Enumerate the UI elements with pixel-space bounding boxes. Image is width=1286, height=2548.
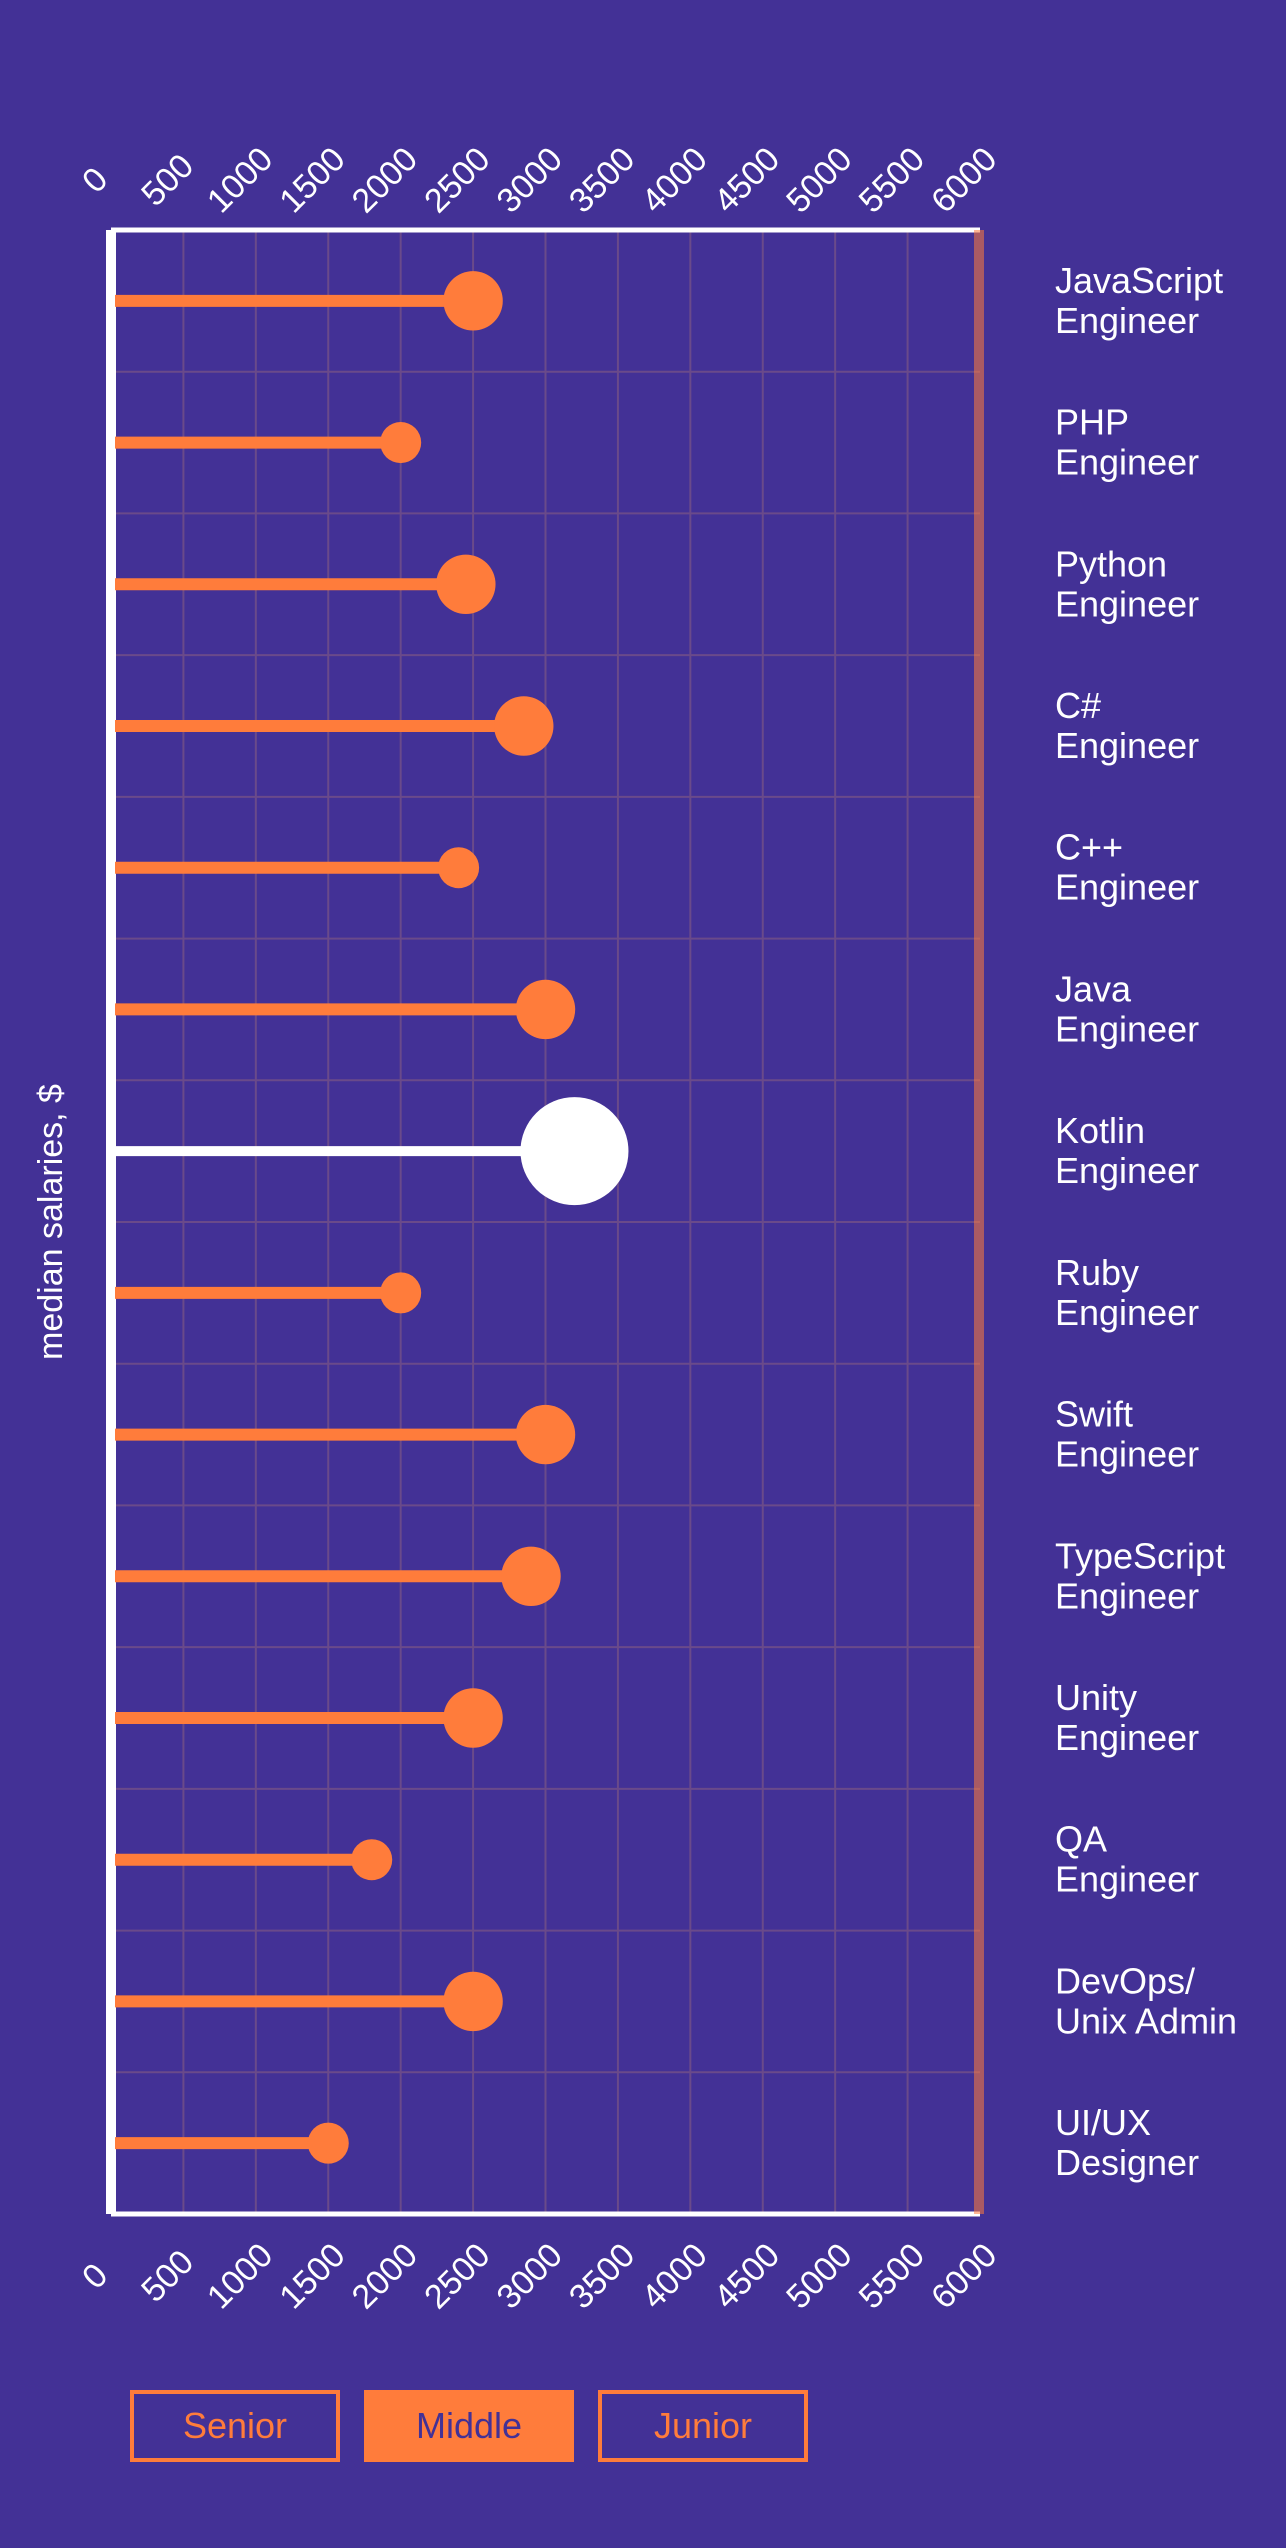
- lollipop-dot: [443, 271, 503, 331]
- category-label-line: DevOps/: [1055, 1960, 1195, 2001]
- category-label-line: Engineer: [1055, 1575, 1199, 1616]
- category-label: JavaScript Engineer: [1055, 260, 1223, 341]
- lollipop-dot: [443, 1971, 503, 2032]
- category-label-line: Unix Admin: [1055, 2000, 1237, 2041]
- lollipop-dot: [438, 847, 480, 889]
- category-label-line: Engineer: [1055, 1717, 1199, 1758]
- x-tick-label-bottom: 4500: [707, 2236, 787, 2316]
- category-label-line: C#: [1055, 685, 1101, 726]
- x-tick-label-top: 500: [134, 147, 201, 214]
- x-tick-label-bottom: 5500: [852, 2236, 932, 2316]
- x-tick-label-top: 3000: [490, 140, 570, 220]
- category-label-line: QA: [1055, 1819, 1107, 1860]
- x-tick-label-top: 6000: [924, 140, 1004, 220]
- tab-senior[interactable]: Senior: [130, 2390, 340, 2462]
- x-tick-label-bottom: 3000: [490, 2236, 570, 2316]
- category-label: Ruby Engineer: [1055, 1252, 1199, 1333]
- y-axis-title: median salaries, $: [32, 1084, 70, 1360]
- category-label-line: PHP: [1055, 402, 1129, 443]
- x-tick-label-top: 5500: [852, 140, 932, 220]
- lollipop-dot: [501, 1546, 561, 1606]
- x-tick-label-top: 5000: [779, 140, 859, 220]
- tab-middle[interactable]: Middle: [364, 2390, 574, 2462]
- tab-junior[interactable]: Junior: [598, 2390, 808, 2462]
- lollipop-dot: [443, 1688, 503, 1748]
- category-label-line: Swift: [1055, 1394, 1133, 1435]
- category-label: TypeScript Engineer: [1055, 1535, 1225, 1616]
- x-tick-label-top: 3500: [562, 140, 642, 220]
- lollipop-dot: [307, 2122, 349, 2164]
- category-label: Kotlin Engineer: [1055, 1110, 1199, 1191]
- category-label: DevOps/Unix Admin: [1055, 1960, 1237, 2041]
- category-label-line: Engineer: [1055, 1150, 1199, 1191]
- x-tick-label-top: 4500: [707, 140, 787, 220]
- category-label: QA Engineer: [1055, 1819, 1199, 1900]
- lollipop-dot: [515, 1404, 576, 1465]
- lollipop-dot: [380, 1272, 422, 1314]
- lollipop-dot: [436, 554, 496, 614]
- category-label: PHP Engineer: [1055, 402, 1199, 483]
- lollipop-dot: [520, 1097, 629, 1206]
- category-label: C++ Engineer: [1055, 827, 1199, 908]
- category-label-line: UI/UX: [1055, 2102, 1151, 2143]
- category-label-line: Python: [1055, 543, 1167, 584]
- category-label-line: Engineer: [1055, 300, 1199, 341]
- x-tick-label-bottom: 4000: [634, 2236, 714, 2316]
- x-tick-label-top: 0: [75, 160, 115, 200]
- category-label-line: Engineer: [1055, 867, 1199, 908]
- lollipop-dot: [380, 422, 422, 464]
- x-tick-label-top: 1500: [272, 140, 352, 220]
- category-label: Java Engineer: [1055, 968, 1199, 1049]
- x-tick-label-bottom: 500: [134, 2243, 201, 2310]
- x-tick-label-bottom: 1500: [272, 2236, 352, 2316]
- level-tabs: Senior Middle Junior: [130, 2390, 820, 2466]
- category-label: UI/UX Designer: [1055, 2102, 1199, 2183]
- category-label: C# Engineer: [1055, 685, 1199, 766]
- category-label: Unity Engineer: [1055, 1677, 1199, 1758]
- category-label: Python Engineer: [1055, 543, 1199, 624]
- category-label-line: C++: [1055, 827, 1123, 868]
- category-label-line: Engineer: [1055, 583, 1199, 624]
- x-tick-label-top: 4000: [634, 140, 714, 220]
- x-tick-label-bottom: 0: [75, 2256, 115, 2296]
- x-tick-label-top: 2500: [417, 140, 497, 220]
- category-label-line: TypeScript: [1055, 1535, 1225, 1576]
- category-label: Swift Engineer: [1055, 1394, 1199, 1475]
- category-label-line: Engineer: [1055, 1008, 1199, 1049]
- lollipop-dot: [494, 696, 554, 756]
- x-tick-label-bottom: 3500: [562, 2236, 642, 2316]
- lollipop-dot: [515, 979, 576, 1040]
- x-tick-label-bottom: 1000: [200, 2236, 280, 2316]
- x-tick-label-bottom: 2000: [345, 2236, 425, 2316]
- category-label-line: Engineer: [1055, 442, 1199, 483]
- category-label-line: Java: [1055, 968, 1132, 1009]
- x-tick-label-bottom: 6000: [924, 2236, 1004, 2316]
- category-label-line: Engineer: [1055, 1859, 1199, 1900]
- x-tick-label-bottom: 5000: [779, 2236, 859, 2316]
- x-tick-label-top: 1000: [200, 140, 280, 220]
- x-tick-label-top: 2000: [345, 140, 425, 220]
- category-label-line: Engineer: [1055, 1434, 1199, 1475]
- x-tick-label-bottom: 2500: [417, 2236, 497, 2316]
- category-label-line: Engineer: [1055, 1292, 1199, 1333]
- category-label-line: Designer: [1055, 2142, 1199, 2183]
- lollipop-dot: [351, 1839, 393, 1881]
- category-label-line: Kotlin: [1055, 1110, 1145, 1151]
- category-label-line: Unity: [1055, 1677, 1137, 1718]
- category-label-line: Ruby: [1055, 1252, 1139, 1293]
- category-label-line: Engineer: [1055, 725, 1199, 766]
- category-label-line: JavaScript: [1055, 260, 1223, 301]
